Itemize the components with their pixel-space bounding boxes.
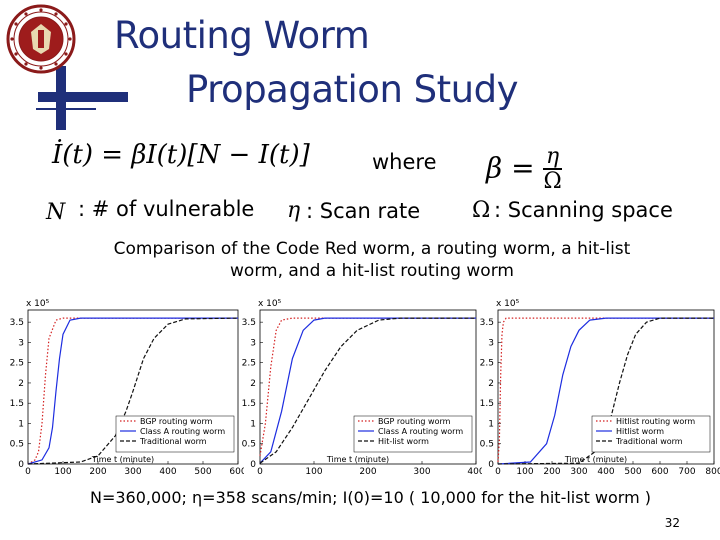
- axis-exponent-label: x 10⁵: [496, 299, 520, 309]
- beta-lhs: β =: [486, 151, 535, 185]
- y-tick-label: 3.5: [480, 318, 494, 328]
- x-tick-label: 0: [495, 467, 501, 477]
- x-tick-label: 300: [570, 467, 587, 477]
- slide-title-line2: Propagation Study: [186, 68, 518, 111]
- x-tick-label: 200: [543, 467, 560, 477]
- definition-omega-symbol: Ω: [472, 198, 491, 223]
- legend-entry: Hit-list worm: [378, 437, 429, 446]
- x-tick-label: 100: [305, 467, 322, 477]
- legend-entry: BGP routing worm: [378, 417, 451, 426]
- y-tick-label: 1.5: [480, 399, 494, 409]
- legend-entry: Class A routing worm: [378, 427, 463, 436]
- chart-code-red-vs-routing: x 10⁵ 0 0.5 1 1.5 2 2.5 3 3.5 0 100 200 300 400 500 600…: [10, 299, 244, 477]
- x-tick-label: 200: [359, 467, 376, 477]
- x-tick-label: 100: [516, 467, 533, 477]
- y-tick-label: 1.5: [10, 399, 24, 409]
- equation-rhs: = βI(t)[N − I(t)]: [101, 140, 310, 170]
- series-line: [259, 317, 476, 456]
- y-tick-label: 3: [18, 338, 24, 348]
- definition-n-text: : # of vulnerable: [78, 197, 255, 221]
- y-tick-label: 3.5: [242, 318, 256, 328]
- university-seal-logo: [6, 4, 76, 74]
- legend-entry: BGP routing worm: [140, 417, 213, 426]
- y-tick-label: 3: [250, 338, 256, 348]
- series-line: [259, 317, 476, 464]
- x-axis-label: Time t (minute): [326, 455, 389, 464]
- x-tick-label: 200: [89, 467, 106, 477]
- x-tick-label: 300: [124, 467, 141, 477]
- axis-exponent-label: x 10⁵: [258, 299, 282, 309]
- y-tick-label: 0.5: [242, 440, 256, 450]
- corner-decoration: [36, 66, 128, 130]
- legend-entry: Hitlist worm: [616, 427, 664, 436]
- beta-numerator: η: [543, 146, 562, 170]
- series-line: [497, 317, 714, 465]
- x-tick-label: 600: [651, 467, 668, 477]
- y-tick-label: 1: [488, 419, 494, 429]
- y-tick-label: 2: [18, 379, 24, 389]
- y-tick-label: 2: [250, 379, 256, 389]
- legend-box: [591, 415, 711, 453]
- y-tick-label: 0: [250, 460, 256, 470]
- x-tick-label: 700: [678, 467, 695, 477]
- y-tick-label: 2: [488, 379, 494, 389]
- y-tick-label: 3.5: [10, 318, 24, 328]
- x-tick-label: 300: [413, 467, 430, 477]
- definition-omega-text: : Scanning space: [494, 198, 673, 222]
- propagation-equation: İ(t) = βI(t)[N − I(t)]: [52, 140, 310, 170]
- x-axis-label: Time t (minute): [91, 455, 154, 464]
- axis-exponent-label: x 10⁵: [26, 299, 50, 309]
- legend-box: [115, 415, 235, 453]
- legend-entry: Traditional worm: [139, 437, 207, 446]
- series-line: [27, 317, 238, 465]
- chart-routing-vs-hitlist: x 10⁵ 0 0.5 1 1.5 2 2.5 3 3.5 0 100 200 300 400 Time t…: [242, 299, 482, 477]
- y-tick-label: 0.5: [480, 440, 494, 450]
- series-line: [27, 317, 239, 465]
- beta-denominator: Ω: [543, 169, 562, 194]
- slide-title-line1: Routing Worm: [114, 14, 370, 57]
- x-tick-label: 0: [25, 467, 31, 477]
- definition-eta-symbol: η: [287, 198, 301, 223]
- x-tick-label: 400: [467, 467, 482, 477]
- definition-eta-text: : Scan rate: [306, 199, 421, 223]
- legend-entry: Traditional worm: [615, 437, 683, 446]
- y-tick-label: 1: [250, 419, 256, 429]
- x-tick-label: 100: [54, 467, 71, 477]
- beta-fraction: η Ω: [543, 146, 562, 194]
- legend-entry: Class A routing worm: [140, 427, 225, 436]
- y-tick-label: 2.5: [242, 359, 256, 369]
- series-line: [27, 317, 238, 465]
- y-tick-label: 0.5: [10, 440, 24, 450]
- x-tick-label: 600: [229, 467, 244, 477]
- x-tick-label: 500: [194, 467, 211, 477]
- series-line: [259, 317, 476, 464]
- chart-hitlist-routing: x 10⁵ 0 0.5 1 1.5 2 2.5 3 3.5 0 100 200 300 400 500 600…: [480, 299, 720, 477]
- x-axis-label: Time t (minute): [564, 455, 627, 464]
- legend-box: [353, 415, 473, 453]
- definition-n-symbol: N: [46, 200, 66, 225]
- y-tick-label: 0: [18, 460, 24, 470]
- y-tick-label: 1.5: [242, 399, 256, 409]
- legend-entry: Hitlist routing worm: [616, 417, 695, 426]
- x-tick-label: 0: [257, 467, 263, 477]
- y-tick-label: 1: [18, 419, 24, 429]
- page-number: 32: [664, 516, 680, 530]
- y-tick-label: 2.5: [480, 359, 494, 369]
- series-line: [497, 317, 714, 465]
- x-tick-label: 400: [597, 467, 614, 477]
- y-tick-label: 0: [488, 460, 494, 470]
- charts-caption: Comparison of the Code Red worm, a routi…: [113, 239, 631, 281]
- y-tick-label: 3: [488, 338, 494, 348]
- equation-lhs: İ(t): [52, 140, 94, 170]
- y-tick-label: 2.5: [10, 359, 24, 369]
- x-tick-label: 800: [705, 467, 720, 477]
- series-line: [497, 317, 714, 463]
- x-tick-label: 500: [624, 467, 641, 477]
- x-tick-label: 400: [159, 467, 176, 477]
- where-label: where: [372, 150, 437, 174]
- beta-equation: β = η Ω: [486, 146, 562, 194]
- parameters-footer: N=360,000; η=358 scans/min; I(0)=10 ( 10…: [90, 488, 652, 507]
